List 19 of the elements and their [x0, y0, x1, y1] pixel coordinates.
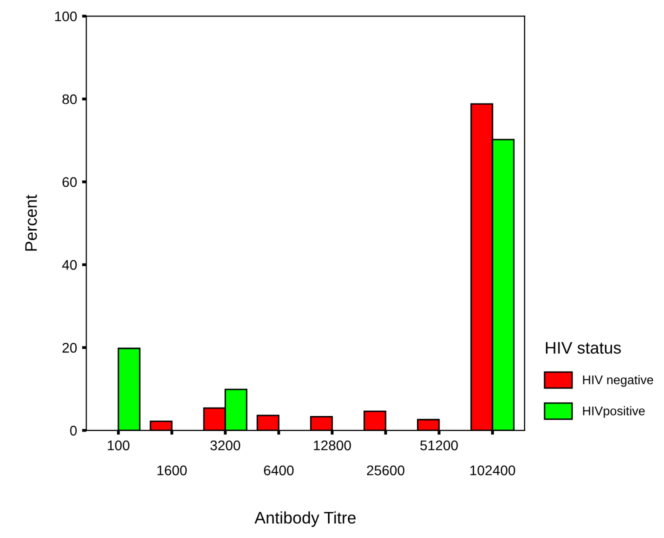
y-tick-label: 20 [62, 342, 77, 353]
x-tick-label: 6400 [264, 465, 294, 476]
x-tick-label: 12800 [314, 440, 351, 450]
y-axis-title: Percent [25, 194, 37, 251]
y-tick-label: 0 [70, 426, 77, 436]
y-tick-label: 60 [62, 177, 77, 188]
y-tick-label: 80 [62, 94, 77, 104]
x-axis-title: Antibody Titre [254, 511, 356, 527]
x-tick-label: 3200 [210, 440, 240, 450]
x-tick-label: 102400 [470, 465, 516, 476]
y-tick-label: 40 [62, 260, 77, 270]
x-tick-label: 1600 [157, 465, 187, 476]
y-tick-label: 100 [55, 11, 77, 22]
legend-label: HIVpositive [583, 406, 645, 418]
x-tick-label: 51200 [420, 440, 458, 450]
x-tick-label: 25600 [366, 465, 404, 476]
x-tick-label: 100 [108, 440, 130, 450]
legend-label: HIV negative [583, 375, 654, 387]
legend-title: HIV status [546, 342, 621, 354]
